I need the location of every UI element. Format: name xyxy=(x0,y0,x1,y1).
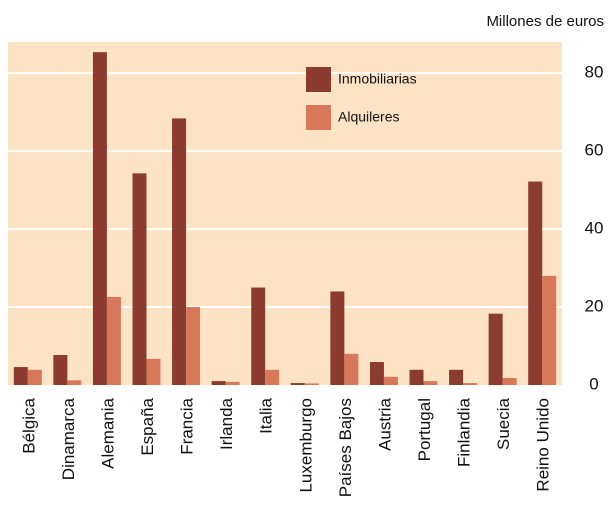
bar xyxy=(542,275,557,385)
bar xyxy=(265,369,280,385)
legend-label: Alquileres xyxy=(338,109,399,125)
bar xyxy=(488,313,503,385)
y-tick-label: 20 xyxy=(585,297,604,316)
bar xyxy=(449,369,464,385)
bar xyxy=(383,376,398,385)
y-tick-label: 80 xyxy=(585,63,604,82)
legend-swatch xyxy=(306,67,331,92)
x-tick-label: Países Bajos xyxy=(336,398,355,497)
bar xyxy=(290,383,305,385)
bar xyxy=(344,353,359,385)
y-tick-label: 40 xyxy=(585,219,604,238)
unit-label: Millones de euros xyxy=(486,13,604,30)
y-tick-label: 0 xyxy=(589,374,598,393)
bar xyxy=(409,369,424,385)
legend-swatch xyxy=(306,105,331,130)
x-tick-label: Bélgica xyxy=(19,397,38,453)
bar xyxy=(251,287,266,385)
bar xyxy=(186,307,201,385)
bar xyxy=(67,380,82,385)
bar xyxy=(146,358,161,385)
bar xyxy=(106,296,121,385)
x-tick-label: Austria xyxy=(375,397,394,450)
bar xyxy=(463,383,478,385)
bar xyxy=(132,173,147,385)
plot-background xyxy=(8,42,562,385)
x-tick-label: Alemania xyxy=(98,397,117,468)
bar xyxy=(369,362,384,385)
x-tick-label: Francia xyxy=(178,397,197,454)
bar xyxy=(13,367,28,385)
bar xyxy=(528,181,543,385)
bar xyxy=(330,291,345,385)
y-tick-label: 60 xyxy=(585,141,604,160)
x-tick-label: Portugal xyxy=(415,398,434,461)
bar xyxy=(211,381,226,385)
bar xyxy=(225,381,240,385)
bar xyxy=(172,118,187,386)
x-tick-label: Finlandia xyxy=(455,397,474,467)
bar xyxy=(27,369,42,385)
x-tick-label: Suecia xyxy=(494,397,513,450)
x-tick-label: España xyxy=(138,397,157,455)
bar xyxy=(92,52,107,385)
legend-label: Inmobiliarias xyxy=(338,71,417,87)
x-tick-label: Dinamarca xyxy=(59,397,78,480)
x-tick-label: Italia xyxy=(257,397,276,433)
bar xyxy=(53,354,68,385)
bar xyxy=(304,383,319,385)
x-tick-label: Reino Unido xyxy=(534,398,553,492)
x-tick-label: Luxemburgo xyxy=(296,398,315,493)
bar xyxy=(423,381,438,385)
bar xyxy=(502,377,517,385)
x-tick-label: Irlanda xyxy=(217,397,236,450)
